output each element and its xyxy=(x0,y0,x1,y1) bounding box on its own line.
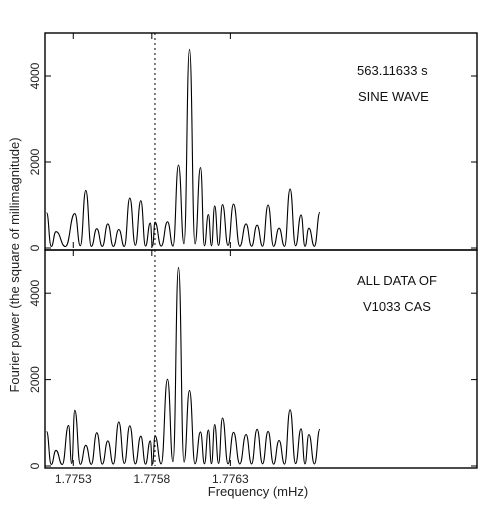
y-axis-label: Fourier power (the square of millimagnit… xyxy=(7,137,22,392)
axis-ticks: 0 2000 4000 0 2000 4000 1.7753 1.7758 1.7763 xyxy=(28,33,477,486)
bottom-y-tick-label: 2000 xyxy=(28,366,42,393)
top-y-tick-label: 4000 xyxy=(28,62,42,89)
top-annotation-label: SINE WAVE xyxy=(358,89,429,104)
bottom-annotation-line1: ALL DATA OF xyxy=(357,273,437,288)
x-tick-label: 1.7758 xyxy=(133,472,170,486)
top-annotation-period: 563.11633 s xyxy=(357,63,428,78)
bottom-y-tick-label: 0 xyxy=(28,462,42,469)
top-y-tick-label: 2000 xyxy=(28,148,42,175)
bottom-y-tick-label: 4000 xyxy=(28,280,42,307)
bottom-panel-frame xyxy=(44,249,478,469)
bottom-spectrum-line xyxy=(46,266,321,466)
bottom-annotation-line2: V1033 CAS xyxy=(363,299,431,314)
top-spectrum-line xyxy=(46,48,321,248)
x-tick-label: 1.7763 xyxy=(212,472,249,486)
x-tick-label: 1.7753 xyxy=(55,472,92,486)
top-y-tick-label: 0 xyxy=(28,244,42,251)
x-axis-label: Frequency (mHz) xyxy=(208,484,308,499)
